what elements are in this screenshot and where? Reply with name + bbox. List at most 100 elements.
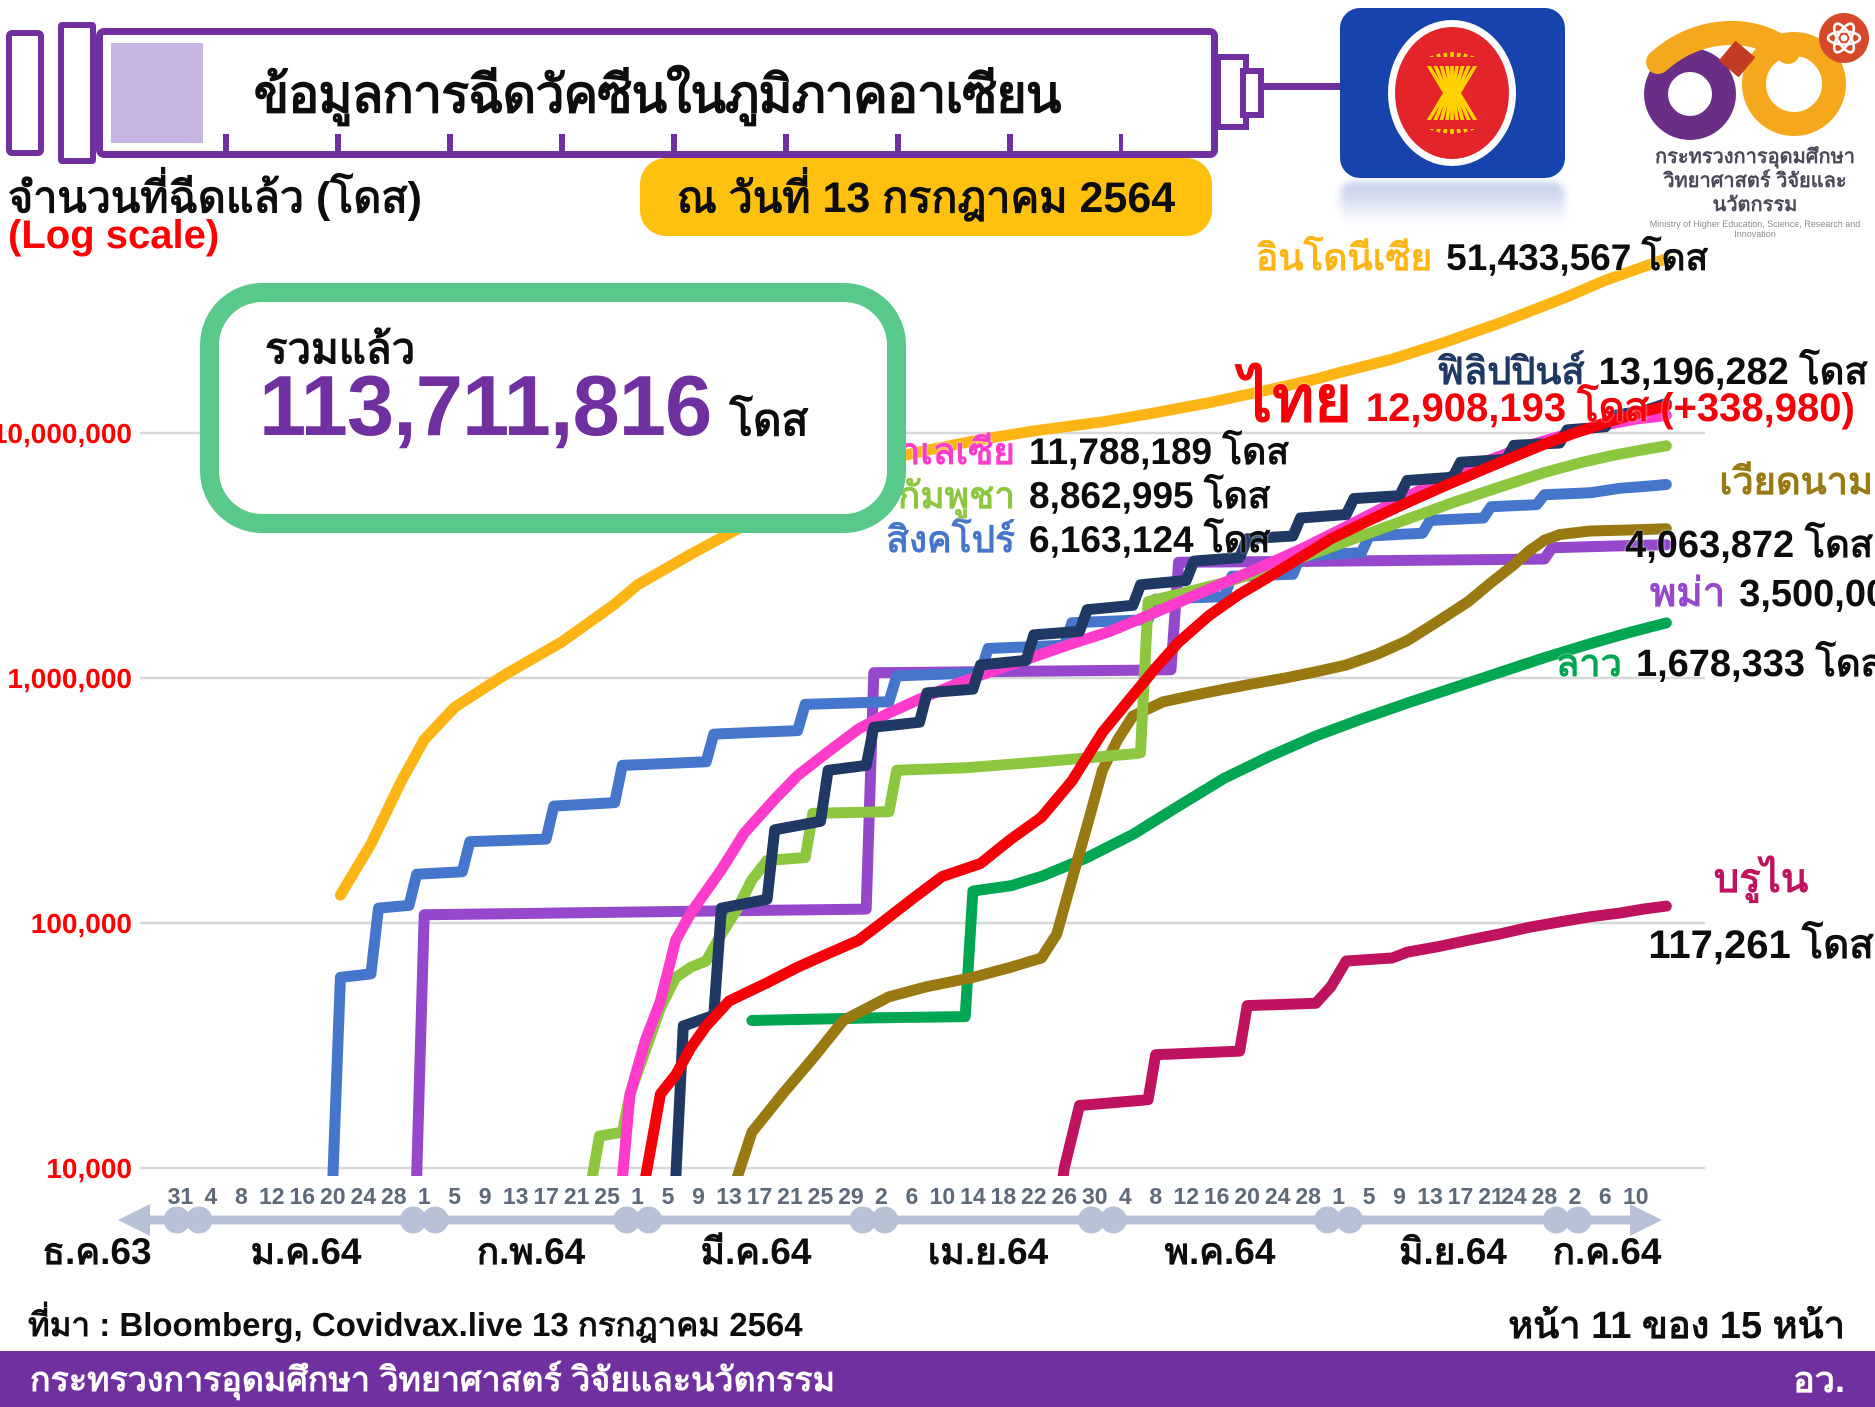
month-boundary-dot bbox=[613, 1206, 641, 1234]
as-of-date-badge: ณ วันที่ 13 กรกฎาคม 2564 bbox=[640, 158, 1212, 236]
day-tick-label: 24 bbox=[1265, 1183, 1291, 1209]
day-tick-label: 16 bbox=[1204, 1183, 1230, 1209]
country-value-myanmar: 3,500,000 โดส bbox=[1739, 573, 1875, 615]
country-value-malaysia: 11,788,189 โดส bbox=[1029, 431, 1289, 472]
day-tick-label: 22 bbox=[1021, 1183, 1047, 1209]
label-vietnam: เวียดนาม 4,063,872 โดส bbox=[1625, 450, 1873, 574]
day-tick-label: 16 bbox=[290, 1183, 316, 1209]
country-name-cambodia: กัมพูชา bbox=[897, 475, 1015, 516]
day-tick-label: 17 bbox=[747, 1183, 773, 1209]
country-value-singapore: 6,163,124 โดส bbox=[1029, 519, 1271, 560]
month-label: มี.ค.64 bbox=[701, 1231, 812, 1272]
country-value-indonesia: 51,433,567 โดส bbox=[1446, 237, 1709, 278]
total-value: 113,711,816 bbox=[259, 359, 712, 454]
country-value-laos: 1,678,333 โดส bbox=[1635, 643, 1875, 685]
country-name-philippines: ฟิลิปปินส์ bbox=[1437, 351, 1585, 393]
x-axis-right-arrow bbox=[1630, 1204, 1662, 1236]
country-name-singapore: สิงคโปร์ bbox=[886, 519, 1015, 560]
page-number: หน้า 11 ของ 15 หน้า bbox=[1508, 1305, 1845, 1347]
month-boundary-dot bbox=[1336, 1206, 1364, 1234]
day-tick-label: 24 bbox=[1501, 1183, 1527, 1209]
day-tick-label: 9 bbox=[692, 1183, 705, 1209]
syringe-plunger-flange bbox=[6, 30, 44, 156]
day-tick-label: 30 bbox=[1082, 1183, 1108, 1209]
page-title: ข้อมูลการฉีดวัคซีนในภูมิภาคอาเซียน bbox=[253, 65, 1062, 124]
month-label: ธ.ค.63 bbox=[42, 1231, 151, 1272]
day-tick-label: 9 bbox=[1393, 1183, 1406, 1209]
label-thailand: ไทย 12,908,193 โดส (+338,980) bbox=[1240, 348, 1855, 450]
day-tick-label: 28 bbox=[1295, 1183, 1321, 1209]
series-lines bbox=[327, 253, 1672, 1176]
y-tick-label: 100,000 bbox=[31, 908, 132, 939]
month-label: เม.ย.64 bbox=[928, 1231, 1049, 1272]
day-tick-label: 8 bbox=[1149, 1183, 1162, 1209]
country-name-vietnam: เวียดนาม bbox=[1719, 461, 1873, 503]
country-value-brunei: 117,261 โดส bbox=[1648, 923, 1874, 967]
day-tick-label: 21 bbox=[1478, 1183, 1504, 1209]
country-value-thailand: 12,908,193 โดส (+338,980) bbox=[1365, 386, 1855, 430]
x-axis-left-arrow bbox=[118, 1204, 150, 1236]
month-label: ก.ค.64 bbox=[1553, 1231, 1662, 1272]
log-scale-note: (Log scale) bbox=[8, 213, 220, 257]
label-philippines: ฟิลิปปินส์ 13,196,282 โดส bbox=[1437, 340, 1868, 401]
month-boundary-dot bbox=[163, 1206, 191, 1234]
month-label: ก.พ.64 bbox=[477, 1231, 586, 1272]
source-note: ที่มา : Bloomberg, Covidvax.live 13 กรกฎ… bbox=[28, 1306, 803, 1343]
day-tick-label: 6 bbox=[1599, 1183, 1612, 1209]
month-boundary-dot bbox=[849, 1206, 877, 1234]
month-boundary-dot bbox=[635, 1206, 663, 1234]
series-myanmar bbox=[411, 539, 1672, 1176]
day-tick-label: 12 bbox=[259, 1183, 285, 1209]
y-axis-caption: จำนวนที่ฉีดแล้ว (โดส) bbox=[8, 174, 422, 222]
day-tick-label: 13 bbox=[1417, 1183, 1443, 1209]
day-tick-label: 31 bbox=[168, 1183, 194, 1209]
total-unit: โดส bbox=[729, 396, 809, 445]
series-cambodia bbox=[586, 440, 1672, 1176]
series-malaysia bbox=[617, 410, 1672, 1176]
day-tick-label: 4 bbox=[1119, 1183, 1132, 1209]
country-value-vietnam: 4,063,872 โดส bbox=[1625, 524, 1873, 566]
country-value-philippines: 13,196,282 โดส bbox=[1598, 351, 1868, 393]
series-singapore bbox=[327, 479, 1672, 1176]
series-laos bbox=[746, 617, 1672, 1026]
month-boundary-dot bbox=[185, 1206, 213, 1234]
y-tick-label: 10,000 bbox=[46, 1153, 132, 1184]
day-tick-label: 1 bbox=[418, 1183, 431, 1209]
asean-logo-reflection bbox=[1340, 182, 1565, 224]
syringe-fill bbox=[111, 43, 203, 143]
day-tick-label: 28 bbox=[381, 1183, 407, 1209]
month-boundary-dot bbox=[421, 1206, 449, 1234]
asean-paddy-sheaf bbox=[1422, 52, 1482, 134]
syringe-scale-ticks bbox=[223, 134, 1123, 151]
month-boundary-dot bbox=[871, 1206, 899, 1234]
day-tick-label: 1 bbox=[1332, 1183, 1345, 1209]
month-boundary-dot bbox=[1314, 1206, 1342, 1234]
series-brunei bbox=[1057, 900, 1672, 1176]
day-tick-label: 24 bbox=[350, 1183, 376, 1209]
country-name-indonesia: อินโดนีเซีย bbox=[1256, 237, 1433, 278]
atom-icon bbox=[1819, 13, 1869, 63]
label-cambodia: กัมพูชา 8,862,995 โดส bbox=[830, 466, 1270, 525]
day-tick-label: 18 bbox=[991, 1183, 1017, 1209]
day-tick-label: 6 bbox=[906, 1183, 919, 1209]
series-vietnam bbox=[731, 523, 1672, 1176]
day-tick-label: 26 bbox=[1052, 1183, 1078, 1209]
day-tick-label: 10 bbox=[930, 1183, 956, 1209]
label-singapore: สิงคโปร์ 6,163,124 โดส bbox=[830, 510, 1270, 569]
day-tick-label: 17 bbox=[533, 1183, 559, 1209]
day-tick-label: 2 bbox=[1568, 1183, 1581, 1209]
month-boundary-dot bbox=[1077, 1206, 1105, 1234]
country-name-laos: ลาว bbox=[1556, 643, 1622, 685]
day-tick-label: 29 bbox=[838, 1183, 864, 1209]
day-tick-label: 25 bbox=[594, 1183, 620, 1209]
month-label: มิ.ย.64 bbox=[1399, 1231, 1507, 1272]
day-tick-label: 2 bbox=[875, 1183, 888, 1209]
footer-ministry-abbr: อว. bbox=[1793, 1358, 1845, 1400]
day-tick-label: 8 bbox=[235, 1183, 248, 1209]
day-tick-label: 5 bbox=[662, 1183, 675, 1209]
syringe-nozzle-tip bbox=[1240, 68, 1264, 118]
mhesi-name-line1: กระทรวงการอุดมศึกษา bbox=[1655, 146, 1855, 168]
country-name-brunei: บรูไน bbox=[1713, 857, 1809, 901]
country-value-cambodia: 8,862,995 โดส bbox=[1029, 475, 1271, 516]
